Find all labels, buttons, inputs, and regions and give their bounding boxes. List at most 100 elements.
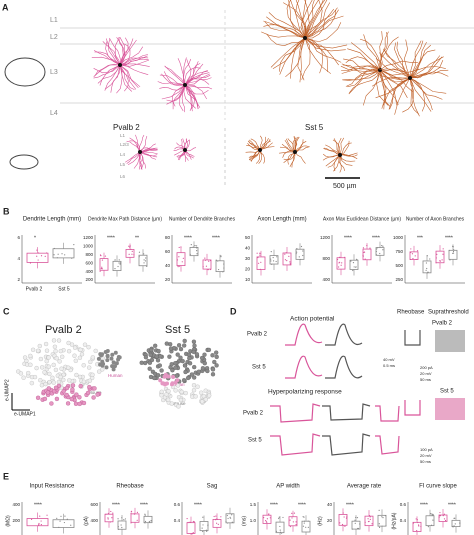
dot bbox=[345, 517, 348, 519]
dot bbox=[57, 253, 59, 255]
y-tick-label: 1.5 bbox=[250, 502, 257, 507]
dot bbox=[302, 254, 304, 257]
y-tick-label: 20 bbox=[165, 277, 171, 282]
neuron-branch bbox=[290, 37, 306, 79]
row-label: Sst 5 bbox=[248, 438, 262, 444]
dot bbox=[454, 517, 456, 519]
trace-title: Rheobase bbox=[397, 310, 425, 316]
neuron-branch bbox=[383, 48, 411, 79]
umap-point bbox=[50, 375, 55, 380]
cluster-tag: Mouse bbox=[172, 401, 186, 406]
neuron-branch bbox=[174, 146, 186, 151]
dot bbox=[438, 516, 440, 518]
neuron-branch bbox=[304, 37, 324, 74]
dot bbox=[205, 265, 208, 267]
dot bbox=[215, 515, 217, 517]
umap-point bbox=[169, 362, 174, 367]
dot bbox=[305, 526, 307, 528]
neuron-branch bbox=[389, 77, 411, 110]
neuron-branch bbox=[248, 149, 261, 158]
dot bbox=[124, 518, 127, 520]
dot bbox=[101, 259, 104, 261]
plot-title: Dendrite Length (mm) bbox=[23, 217, 81, 223]
umap-point bbox=[93, 348, 98, 354]
umap-point bbox=[70, 387, 75, 392]
neuron-branch bbox=[304, 9, 337, 39]
umap-point bbox=[18, 371, 24, 376]
neuron-branch bbox=[119, 46, 144, 66]
y-tick-label: 80 bbox=[165, 235, 171, 240]
neuron-branch bbox=[139, 151, 158, 157]
neuron-branch bbox=[409, 77, 426, 112]
neuron-branch bbox=[250, 149, 261, 162]
dot bbox=[288, 255, 290, 257]
umap-point bbox=[51, 380, 56, 385]
dot bbox=[202, 516, 204, 518]
neuron-branch bbox=[284, 139, 296, 153]
umap-point bbox=[110, 352, 115, 357]
dot bbox=[207, 269, 209, 271]
dot bbox=[418, 525, 420, 527]
box bbox=[375, 247, 385, 256]
neuron-branch bbox=[164, 66, 186, 86]
dot bbox=[436, 253, 438, 255]
umap-point bbox=[47, 379, 52, 385]
umap-point bbox=[78, 347, 83, 352]
dot bbox=[194, 245, 196, 247]
box bbox=[52, 519, 75, 528]
axis bbox=[331, 235, 392, 284]
significance: **** bbox=[184, 235, 192, 241]
neuron-branch bbox=[371, 76, 411, 87]
neuron-branch bbox=[119, 37, 125, 66]
dot bbox=[279, 529, 281, 531]
dot bbox=[144, 260, 147, 262]
box bbox=[189, 247, 199, 257]
neuron-branch bbox=[409, 56, 443, 79]
box bbox=[138, 254, 148, 267]
dot bbox=[278, 516, 280, 518]
umap-point bbox=[178, 397, 184, 403]
dot bbox=[121, 517, 123, 519]
umap-point bbox=[154, 354, 159, 359]
dot bbox=[355, 516, 357, 519]
neuron-branch bbox=[409, 77, 432, 112]
dot bbox=[285, 252, 287, 254]
dot bbox=[448, 249, 450, 252]
neuron-branch bbox=[119, 58, 149, 66]
dot bbox=[136, 511, 138, 514]
box bbox=[186, 522, 196, 534]
y-tick-label: 50 bbox=[245, 235, 251, 240]
layer-label: L2 bbox=[50, 34, 58, 41]
row-label: Pvalb 2 bbox=[432, 321, 453, 327]
plot-title: FI curve slope bbox=[419, 484, 457, 490]
dot bbox=[223, 267, 225, 269]
dot bbox=[426, 267, 428, 270]
axis bbox=[94, 235, 155, 284]
neuron-branch bbox=[184, 84, 195, 110]
dot bbox=[291, 512, 293, 514]
umap-point bbox=[49, 401, 54, 406]
dot bbox=[64, 515, 66, 517]
umap-point bbox=[37, 343, 42, 349]
dot bbox=[114, 268, 116, 270]
umap-point bbox=[210, 353, 215, 358]
dot bbox=[110, 510, 112, 513]
neuron-branch bbox=[118, 37, 125, 66]
dot bbox=[131, 250, 133, 252]
y-tick-label: 0.4 bbox=[174, 518, 181, 523]
dot bbox=[100, 255, 102, 257]
dot bbox=[355, 266, 357, 268]
umap-point bbox=[90, 355, 95, 360]
umap-point bbox=[113, 350, 118, 355]
umap-point bbox=[67, 378, 72, 383]
dot bbox=[38, 252, 40, 254]
dot bbox=[376, 247, 378, 249]
box bbox=[52, 248, 75, 259]
umap-point bbox=[61, 389, 66, 394]
dot bbox=[259, 268, 261, 270]
y-tick-label: 400 bbox=[322, 277, 330, 282]
neuron-branch bbox=[263, 24, 306, 39]
dot bbox=[295, 521, 297, 523]
dot bbox=[356, 517, 359, 519]
umap-point bbox=[22, 355, 28, 360]
